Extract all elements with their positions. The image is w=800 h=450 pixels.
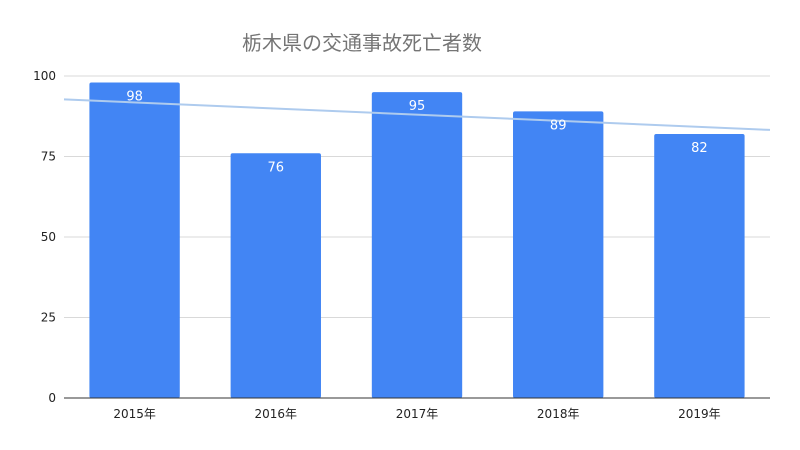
x-tick-label: 2015年 xyxy=(113,407,156,421)
bar xyxy=(513,111,604,399)
chart-title: 栃木県の交通事故死亡者数 xyxy=(242,31,482,55)
y-axis-ticks: 0 25 50 75 100 xyxy=(33,69,56,405)
data-label: 95 xyxy=(409,99,426,114)
trendline-line xyxy=(63,98,771,131)
data-label: 82 xyxy=(691,141,708,156)
trendline xyxy=(63,98,771,131)
y-tick-label: 100 xyxy=(33,69,56,83)
x-axis-ticks: 2015年 2016年 2017年 2018年 2019年 xyxy=(113,407,720,421)
bar xyxy=(230,153,321,398)
x-tick-label: 2017年 xyxy=(396,407,439,421)
bar xyxy=(654,133,745,398)
y-tick-label: 75 xyxy=(41,150,56,164)
y-tick-label: 50 xyxy=(41,230,56,244)
x-tick-label: 2016年 xyxy=(255,407,298,421)
data-label: 89 xyxy=(550,118,567,133)
data-label: 98 xyxy=(126,89,143,104)
x-tick-label: 2018年 xyxy=(537,407,580,421)
bar xyxy=(89,82,180,398)
bar xyxy=(371,92,463,398)
x-tick-label: 2019年 xyxy=(678,407,721,421)
bars xyxy=(89,82,745,399)
data-label: 76 xyxy=(268,160,285,175)
y-tick-label: 25 xyxy=(41,311,56,325)
y-tick-label: 0 xyxy=(48,391,56,405)
data-labels: 98 76 95 89 82 xyxy=(126,89,707,175)
